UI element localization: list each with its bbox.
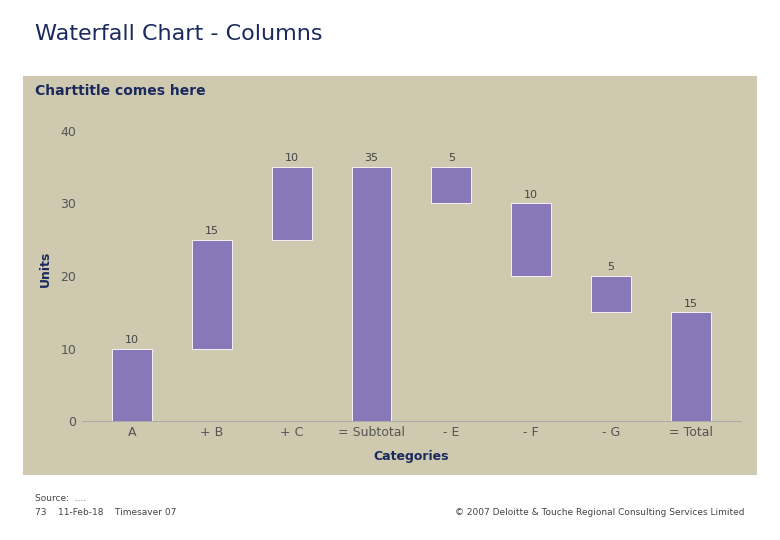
Y-axis label: Units: Units [39,251,52,287]
Bar [431,167,471,203]
Text: 10: 10 [524,190,538,200]
Text: 5: 5 [608,262,615,272]
Bar [591,276,631,312]
Bar [512,203,551,276]
Text: Source:  ....: Source: .... [35,494,87,503]
Text: 15: 15 [204,226,218,236]
Bar [192,240,232,348]
Bar [271,167,311,240]
Bar [671,312,711,421]
Text: 73    11-Feb-18    Timesaver 07: 73 11-Feb-18 Timesaver 07 [35,508,176,517]
X-axis label: Categories: Categories [374,450,449,463]
Text: © 2007 Deloitte & Touche Regional Consulting Services Limited: © 2007 Deloitte & Touche Regional Consul… [456,508,745,517]
Text: 10: 10 [125,335,139,345]
Text: 15: 15 [684,299,698,308]
Text: 10: 10 [285,153,299,163]
Bar [352,167,392,421]
Text: Waterfall Chart - Columns: Waterfall Chart - Columns [35,24,323,44]
Text: 35: 35 [364,153,378,163]
Bar [112,348,152,421]
Text: 5: 5 [448,153,455,163]
Text: Charttitle comes here: Charttitle comes here [35,84,206,98]
